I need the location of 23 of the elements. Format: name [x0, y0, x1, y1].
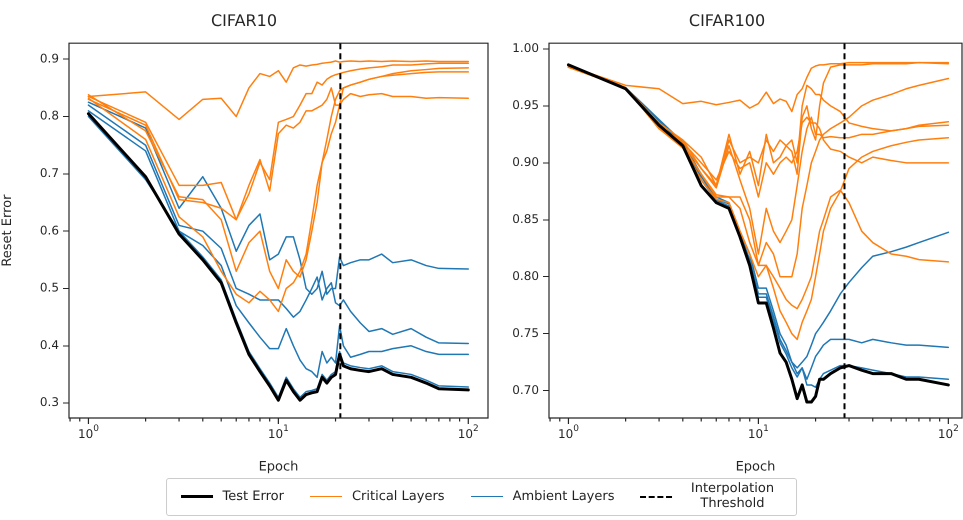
- y-tick-label: 0.8: [40, 108, 59, 123]
- y-tick-label: 0.7: [40, 166, 59, 180]
- y-tick-label: 0.90: [512, 154, 539, 169]
- y-tick-label: 0.6: [40, 223, 59, 238]
- y-tick-label: 1.00: [512, 41, 539, 56]
- legend-label: Interpolation Threshold: [690, 481, 776, 512]
- x-axis-title: Epoch: [258, 460, 298, 475]
- y-tick-label: 0.80: [512, 268, 539, 283]
- legend-label: Critical Layers: [352, 489, 445, 504]
- y-tick-label: 0.95: [512, 98, 539, 112]
- y-tick-label: 0.5: [40, 280, 59, 295]
- chart-title: CIFAR100: [688, 10, 766, 30]
- y-tick-label: 0.4: [40, 338, 59, 352]
- y-tick-label: 0.70: [512, 382, 539, 397]
- y-axis-title: Reset Error: [0, 194, 16, 267]
- y-tick-label: 0.3: [40, 395, 59, 410]
- y-tick-label: 0.85: [512, 212, 539, 226]
- y-tick-label: 0.75: [512, 326, 539, 340]
- legend-label: Test Error: [222, 489, 284, 504]
- chart-title: CIFAR10: [210, 10, 278, 30]
- legend-label: Ambient Layers: [512, 489, 614, 504]
- x-axis-title: Epoch: [736, 460, 776, 475]
- y-tick-label: 0.9: [40, 51, 59, 66]
